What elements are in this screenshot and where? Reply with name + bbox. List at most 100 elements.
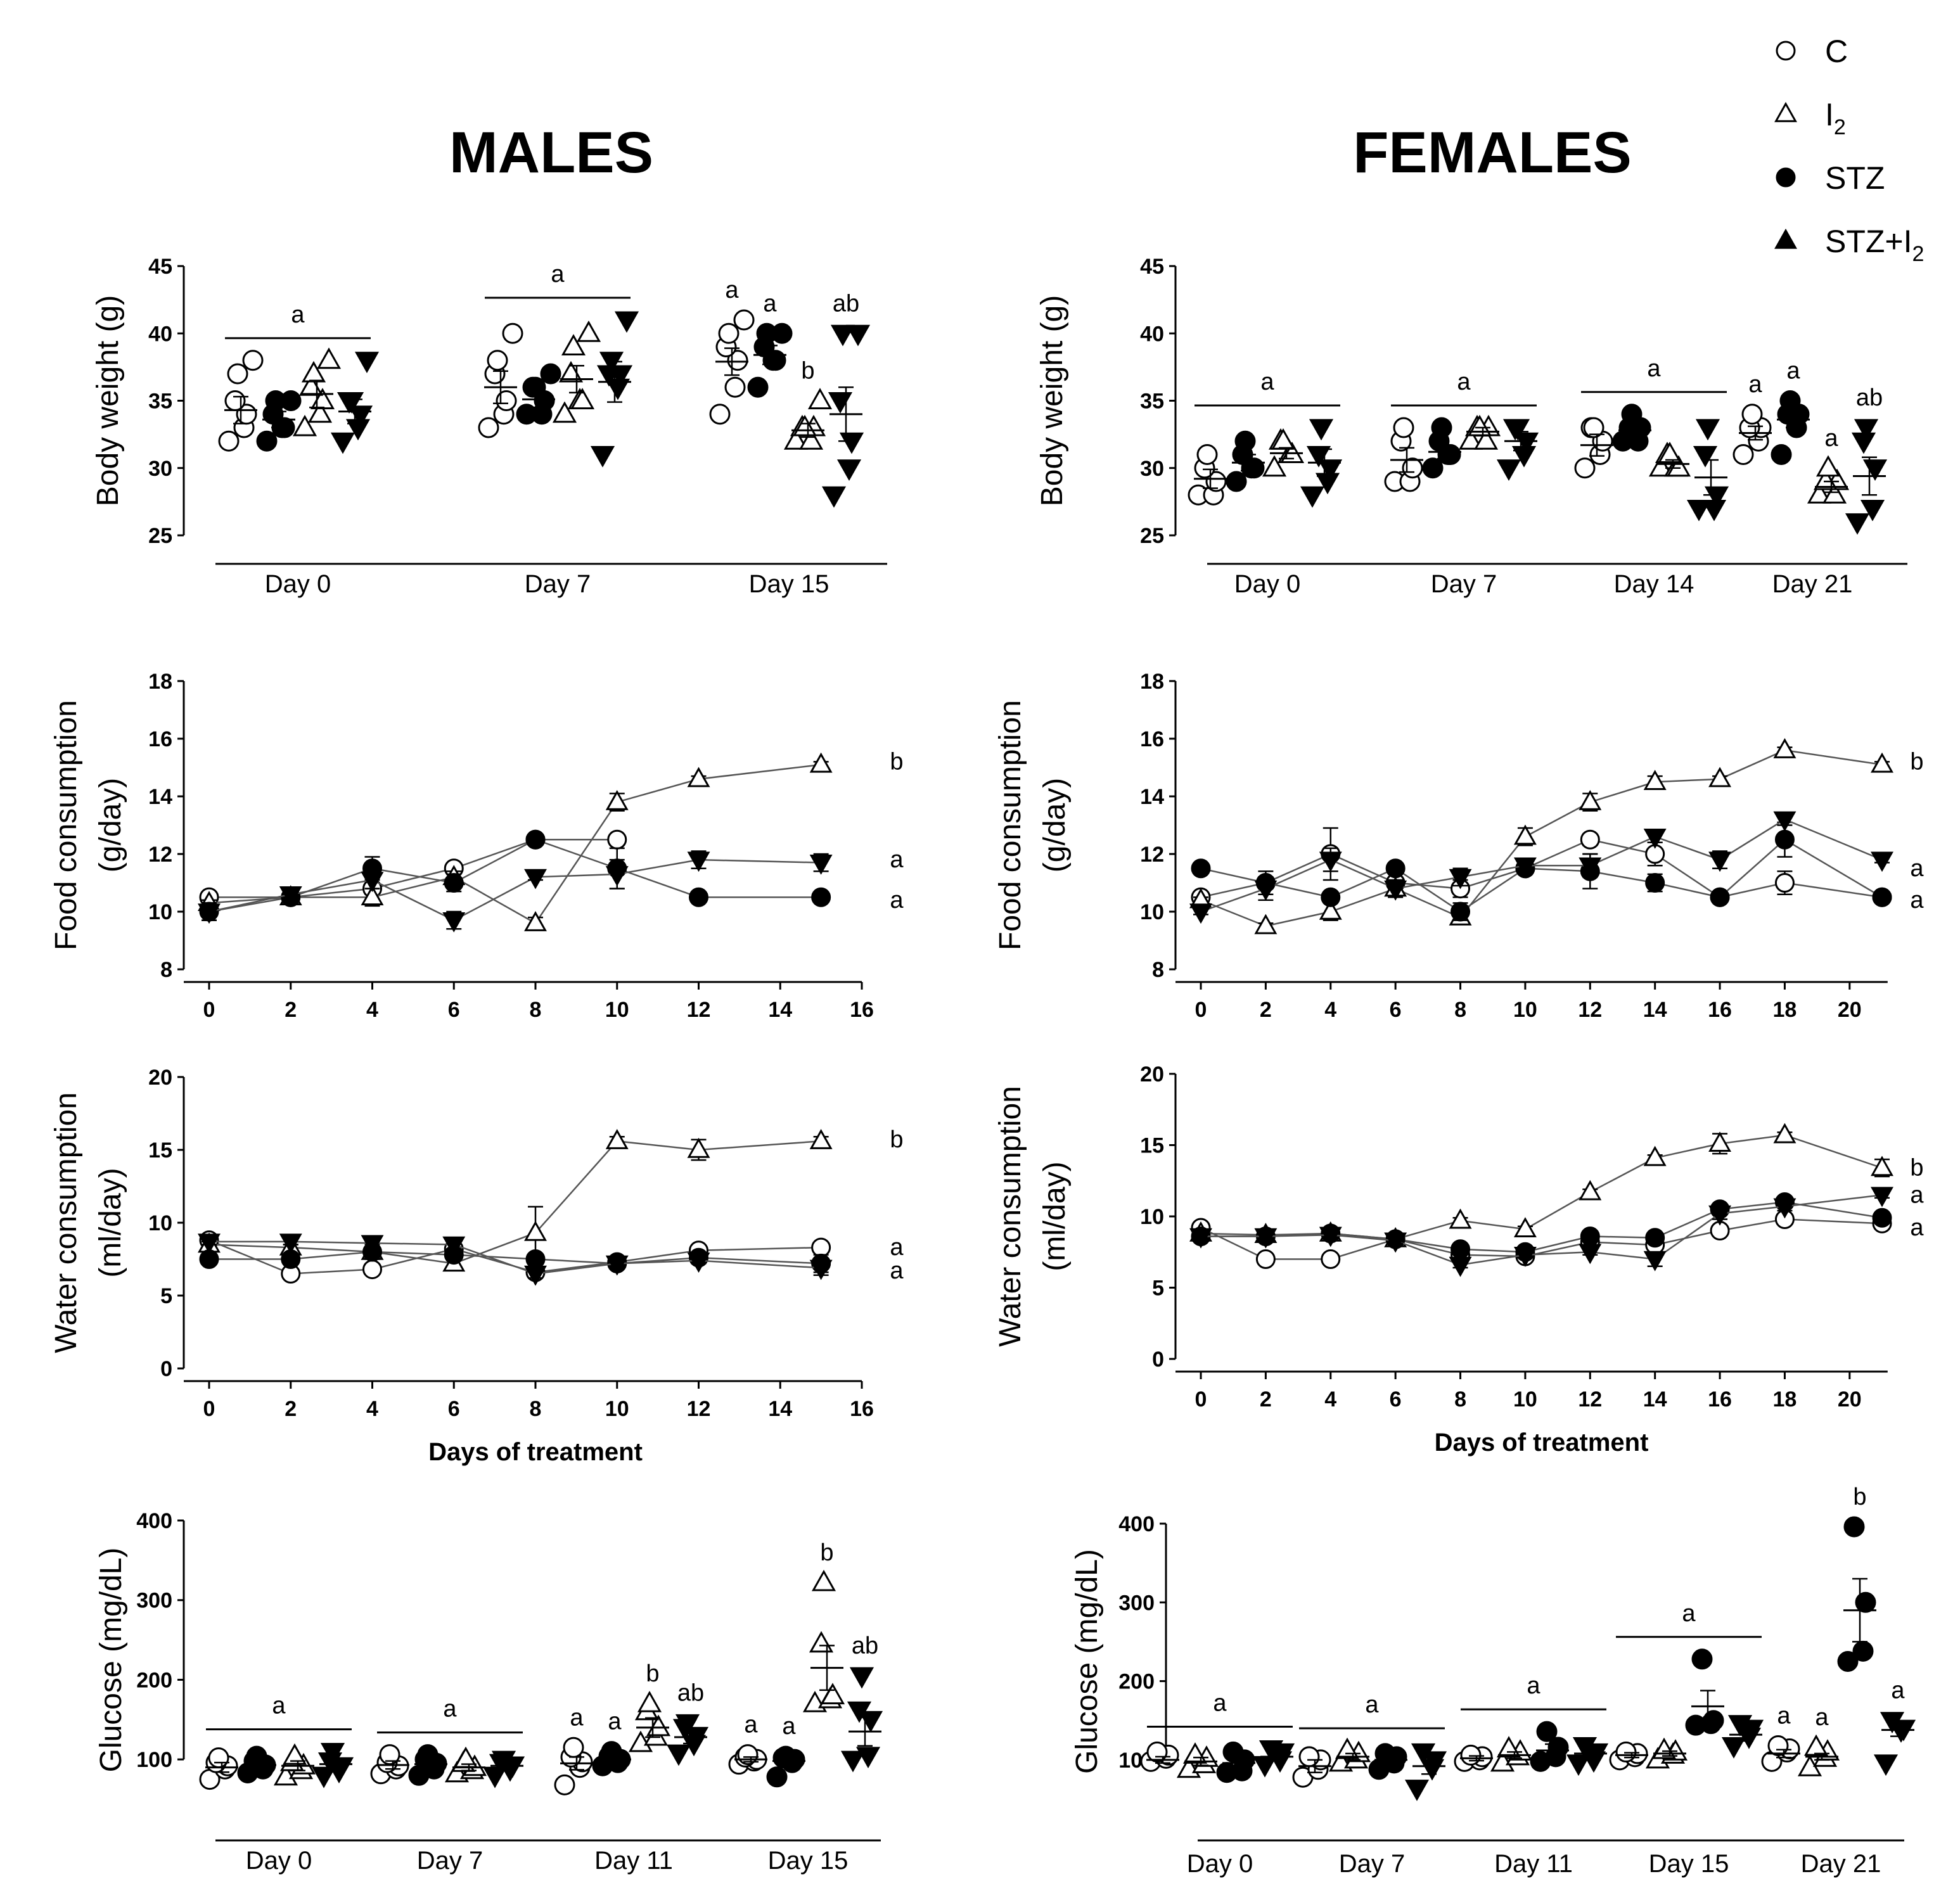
significance-letter: a <box>1682 1600 1696 1627</box>
data-point <box>1773 811 1797 832</box>
data-point <box>525 829 546 850</box>
data-point <box>601 1741 622 1762</box>
y-axis-label-line: (g/day) <box>1038 778 1072 872</box>
data-point <box>1643 1251 1667 1272</box>
x-axis-label: Days of treatment <box>428 1438 643 1466</box>
data-point <box>1189 1228 1212 1249</box>
data-point <box>1645 1228 1665 1248</box>
data-point <box>491 1750 516 1773</box>
x-tick-label: 16 <box>850 1397 874 1421</box>
category-label: Day 7 <box>1339 1850 1406 1878</box>
series-line-stz-i2 <box>209 1240 821 1275</box>
x-tick-label: 2 <box>1260 1387 1272 1412</box>
data-point <box>1222 1741 1244 1762</box>
chart-male-water: 0 5 10 15 20 0 2 4 6 8 10 12 14 16 b aa Water consumptio… <box>49 1066 904 1466</box>
data-point <box>1505 419 1530 441</box>
data-point <box>1574 457 1596 479</box>
legend-symbol-open-circle-icon <box>1776 41 1796 61</box>
data-point <box>687 767 710 787</box>
data-point <box>798 428 824 450</box>
data-point <box>330 432 355 454</box>
y-tick-label: 20 <box>1140 1062 1164 1087</box>
data-point <box>724 376 746 398</box>
data-point <box>1422 457 1444 479</box>
data-point <box>605 1255 629 1276</box>
y-tick-label: 100 <box>136 1748 172 1772</box>
data-point <box>1648 455 1674 477</box>
data-point <box>855 1747 881 1769</box>
category-label: Day 0 <box>246 1847 312 1875</box>
category-label: Day 14 <box>1614 570 1694 598</box>
x-tick-label: 14 <box>768 998 792 1022</box>
x-tick-label: 16 <box>850 998 874 1022</box>
x-tick-label: 12 <box>1578 998 1602 1022</box>
y-axis-label: Glucose (mg/dL) <box>1070 1549 1104 1774</box>
data-point <box>1645 873 1665 893</box>
x-tick-label: 2 <box>285 1397 297 1421</box>
data-point <box>733 309 755 331</box>
x-tick-label: 8 <box>1454 998 1466 1022</box>
y-tick-label: 45 <box>148 255 172 279</box>
data-point <box>849 1667 874 1689</box>
data-point <box>1271 428 1296 450</box>
data-point <box>1695 419 1720 441</box>
x-tick-label: 4 <box>366 1397 378 1421</box>
data-point <box>1871 752 1893 773</box>
significance-letter: a <box>1815 1704 1829 1731</box>
data-point <box>478 417 499 438</box>
data-point <box>1851 432 1876 454</box>
data-point <box>1708 1131 1732 1152</box>
data-point <box>727 350 748 371</box>
data-point <box>1490 1750 1515 1772</box>
data-point <box>496 390 517 411</box>
data-point <box>524 869 547 889</box>
legend-symbol-open-triangle-icon <box>1774 101 1797 122</box>
x-tick-label: 2 <box>285 998 297 1022</box>
data-point <box>198 903 221 924</box>
data-point <box>675 1714 700 1736</box>
significance-letter: a <box>1910 1182 1924 1208</box>
y-axis-label: Body weight (g) <box>91 295 125 507</box>
data-point <box>1254 880 1278 901</box>
title-males: MALES <box>449 120 653 185</box>
data-point <box>354 352 380 374</box>
data-point <box>1643 1145 1667 1166</box>
y-tick-label: 30 <box>148 457 172 481</box>
data-point <box>1579 857 1602 878</box>
legend-label: C <box>1825 34 1848 69</box>
category-label: Day 0 <box>1234 570 1301 598</box>
category-label: Day 15 <box>768 1847 849 1875</box>
x-tick-label: 14 <box>1643 998 1667 1022</box>
data-point <box>590 446 615 468</box>
y-axis-label-line: Glucose (mg/dL) <box>1070 1549 1104 1774</box>
data-point <box>771 322 793 344</box>
data-point <box>847 1701 872 1723</box>
data-point <box>811 1569 836 1591</box>
data-point <box>687 1252 710 1273</box>
significance-letter: b <box>1853 1484 1866 1510</box>
data-point <box>1741 404 1763 425</box>
y-tick-label: 0 <box>160 1357 172 1381</box>
x-tick-label: 12 <box>687 998 711 1022</box>
data-point <box>605 789 629 810</box>
data-point <box>1854 419 1879 441</box>
y-tick-label: 35 <box>148 390 172 414</box>
x-tick-label: 10 <box>605 1397 629 1421</box>
data-point <box>775 1745 797 1767</box>
data-point <box>570 388 595 409</box>
x-axis-label: Days of treatment <box>1435 1429 1649 1456</box>
series-line-stz-i2 <box>208 858 821 922</box>
data-point <box>1536 1721 1558 1742</box>
y-tick-label: 14 <box>1140 785 1164 809</box>
y-axis-label: Food consumption (g/day) <box>994 700 1072 950</box>
data-point <box>444 873 464 893</box>
data-point <box>1880 1712 1905 1734</box>
y-axis-label: Body weight (g) <box>1035 295 1069 507</box>
y-axis-label: Food consumption (g/day) <box>49 700 127 950</box>
data-point <box>1300 486 1325 508</box>
y-axis-label-line: Body weight (g) <box>91 295 125 507</box>
data-point <box>502 322 523 344</box>
data-point <box>807 388 833 409</box>
